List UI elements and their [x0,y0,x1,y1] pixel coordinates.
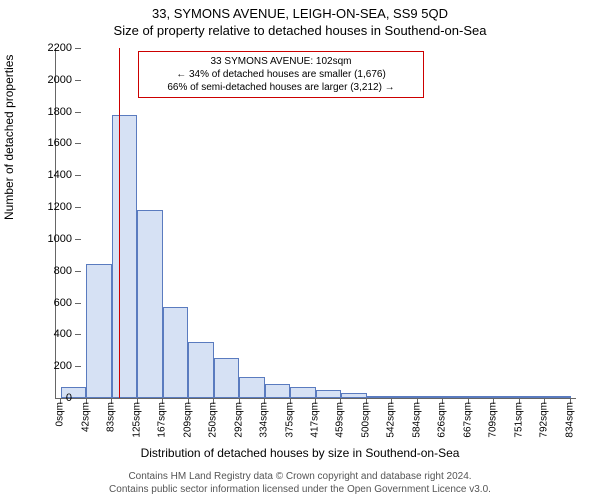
histogram-bar [239,377,264,398]
x-tick-label: 209sqm [182,402,193,438]
x-tick-label: 125sqm [131,402,142,438]
histogram-bar [112,115,137,398]
x-tick-label: 751sqm [513,402,524,438]
x-tick-label: 292sqm [233,402,244,438]
x-tick-label: 834sqm [564,402,575,438]
annotation-box: 33 SYMONS AVENUE: 102sqm← 34% of detache… [138,51,424,98]
histogram-bar [520,396,545,398]
histogram-bar [316,390,341,398]
chart-container: 33, SYMONS AVENUE, LEIGH-ON-SEA, SS9 5QD… [0,0,600,500]
x-tick-label: 334sqm [259,402,270,438]
histogram-bar [469,396,494,398]
annotation-line1: 33 SYMONS AVENUE: 102sqm [147,55,415,68]
x-tick-label: 667sqm [462,402,473,438]
histogram-bar [418,396,443,398]
histogram-bar [545,396,570,398]
footer-line2: Contains public sector information licen… [0,484,600,495]
y-tick-label: 400 [32,328,72,340]
histogram-bar [392,396,417,398]
histogram-bar [443,396,468,398]
plot-area: 33 SYMONS AVENUE: 102sqm← 34% of detache… [55,48,576,399]
y-tick-label: 800 [32,265,72,277]
histogram-bar [188,342,213,398]
histogram-bar [494,396,519,398]
histogram-bar [214,358,239,398]
y-tick-label: 1400 [32,169,72,181]
x-tick-label: 167sqm [157,402,168,438]
y-tick-label: 1000 [32,233,72,245]
x-tick-label: 542sqm [386,402,397,438]
y-tick-label: 1800 [32,106,72,118]
y-tick-label: 1600 [32,137,72,149]
x-tick-label: 0sqm [55,402,66,426]
x-tick-label: 250sqm [208,402,219,438]
y-tick-label: 600 [32,297,72,309]
annotation-line3: 66% of semi-detached houses are larger (… [147,81,415,94]
x-tick-label: 459sqm [335,402,346,438]
y-axis-label: Number of detached properties [2,55,16,220]
histogram-bar [137,210,162,398]
footer-line1: Contains HM Land Registry data © Crown c… [0,471,600,482]
x-tick-label: 709sqm [488,402,499,438]
histogram-bar [86,264,111,398]
histogram-bar [367,396,392,398]
histogram-bar [163,307,188,398]
y-tick-label: 2200 [32,42,72,54]
x-tick-label: 792sqm [539,402,550,438]
y-tick-label: 2000 [32,74,72,86]
x-tick-label: 375sqm [284,402,295,438]
y-tick-label: 1200 [32,201,72,213]
x-tick-label: 500sqm [360,402,371,438]
chart-title-line1: 33, SYMONS AVENUE, LEIGH-ON-SEA, SS9 5QD [0,0,600,22]
reference-line [119,48,120,398]
x-tick-label: 83sqm [106,402,117,432]
x-tick-label: 417sqm [310,402,321,438]
annotation-line2: ← 34% of detached houses are smaller (1,… [147,68,415,81]
y-tick-label: 200 [32,360,72,372]
histogram-bar [341,393,366,398]
histogram-bar [265,384,290,398]
chart-title-line2: Size of property relative to detached ho… [0,22,600,39]
x-tick-label: 626sqm [437,402,448,438]
histogram-bar [290,387,315,398]
x-tick-label: 42sqm [80,402,91,432]
y-tick-label: 0 [32,392,72,404]
x-axis-label: Distribution of detached houses by size … [0,446,600,460]
x-tick-label: 584sqm [411,402,422,438]
